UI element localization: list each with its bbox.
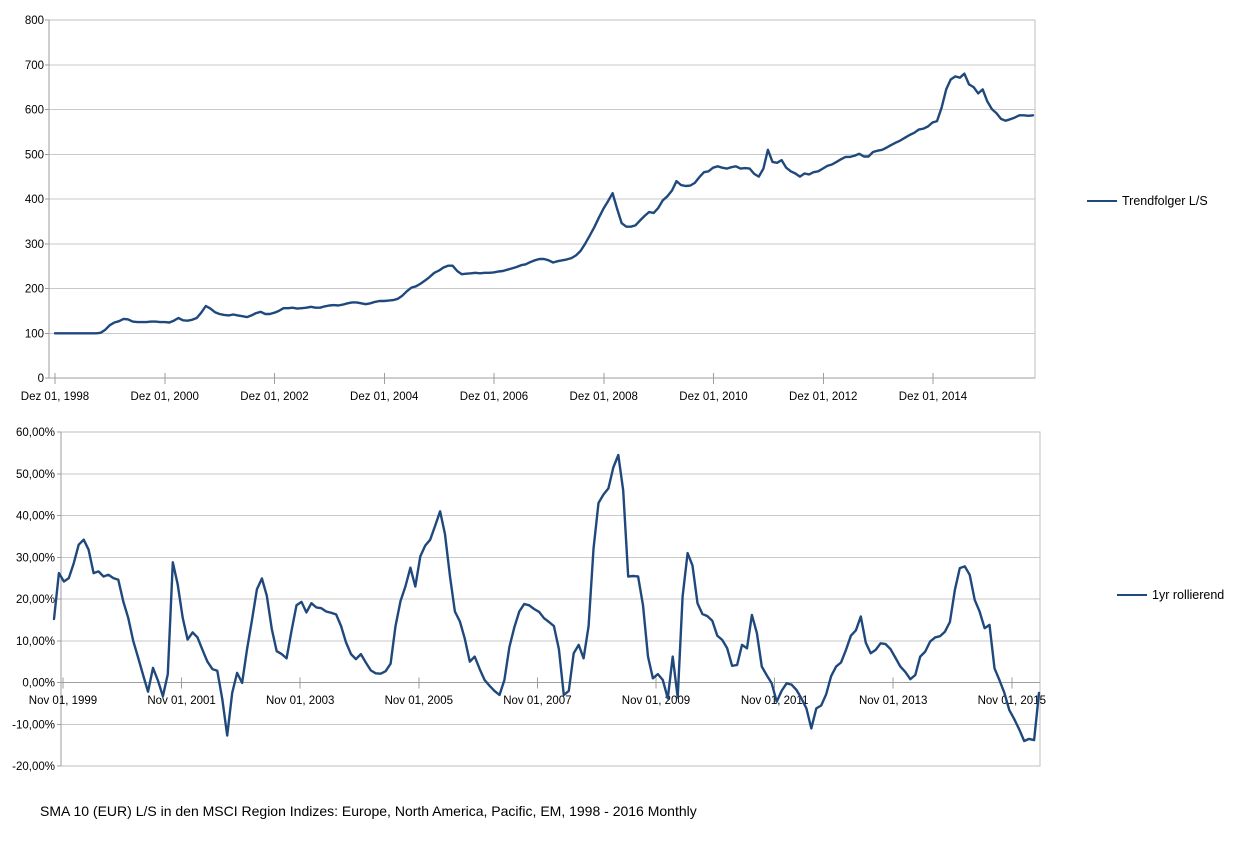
x-tick-label: Nov 01, 2009: [622, 695, 690, 707]
x-tick-label: Dez 01, 1998: [21, 391, 89, 403]
y-tick-label: 500: [25, 149, 44, 161]
y-tick-label: 50,00%: [16, 469, 55, 481]
y-tick-label: 20,00%: [16, 594, 55, 606]
legend-trendfolger[interactable]: Trendfolger L/S: [1087, 194, 1208, 208]
y-tick-label: 10,00%: [16, 636, 55, 648]
x-tick-label: Nov 01, 1999: [29, 695, 97, 707]
x-tick-label: Dez 01, 2008: [570, 391, 638, 403]
x-tick-label: Dez 01, 2014: [899, 391, 968, 403]
x-tick-label: Nov 01, 2001: [147, 695, 215, 707]
y-tick-label: 300: [25, 239, 44, 251]
y-tick-label: 60,00%: [16, 427, 55, 439]
x-tick-label: Dez 01, 2004: [350, 391, 419, 403]
x-tick-label: Dez 01, 2002: [240, 391, 308, 403]
trendfolger-series-line[interactable]: [53, 72, 1035, 335]
chart-caption: SMA 10 (EUR) L/S in den MSCI Region Indi…: [40, 803, 697, 819]
y-tick-label: 400: [25, 194, 44, 206]
x-tick-label: Dez 01, 2000: [131, 391, 199, 403]
y-tick-label: 600: [25, 105, 44, 117]
y-tick-label: 200: [25, 284, 44, 296]
legend-rolling[interactable]: 1yr rollierend: [1117, 588, 1224, 602]
y-tick-label: 0: [38, 373, 44, 385]
y-tick-label: 800: [25, 15, 44, 27]
x-tick-label: Nov 01, 2011: [741, 695, 809, 707]
y-tick-label: -20,00%: [12, 761, 55, 773]
y-tick-label: 40,00%: [16, 511, 55, 523]
x-tick-label: Nov 01, 2007: [503, 695, 571, 707]
rolling-line-swatch-icon: [1117, 594, 1147, 596]
cumulative-chart[interactable]: Dez 01, 1998 Dez 01, 2000 Dez 01, 2002 Dez …: [21, 15, 1036, 403]
rolling-series-line[interactable]: [52, 453, 1041, 743]
x-tick-label: Nov 01, 2005: [385, 695, 453, 707]
x-tick-label: Nov 01, 2013: [859, 695, 927, 707]
y-tick-label: 0,00%: [22, 678, 55, 690]
x-tick-label: Dez 01, 2010: [679, 391, 747, 403]
y-tick-label: -10,00%: [12, 719, 55, 731]
x-tick-label: Dez 01, 2006: [460, 391, 528, 403]
x-tick-label: Nov 01, 2003: [266, 695, 334, 707]
trendfolger-line-swatch-icon: [1087, 200, 1117, 202]
y-tick-label: 700: [25, 60, 44, 72]
rolling-chart[interactable]: Nov 01, 1999 Nov 01, 2001 Nov 01, 2003 Nov …: [12, 427, 1046, 773]
x-tick-label: Dez 01, 2012: [789, 391, 857, 403]
x-tick-label: Nov 01, 2015: [978, 695, 1046, 707]
y-tick-label: 30,00%: [16, 552, 55, 564]
legend-rolling-label: 1yr rollierend: [1152, 588, 1225, 602]
legend-trendfolger-label: Trendfolger L/S: [1122, 194, 1208, 208]
y-tick-label: 100: [25, 328, 44, 340]
